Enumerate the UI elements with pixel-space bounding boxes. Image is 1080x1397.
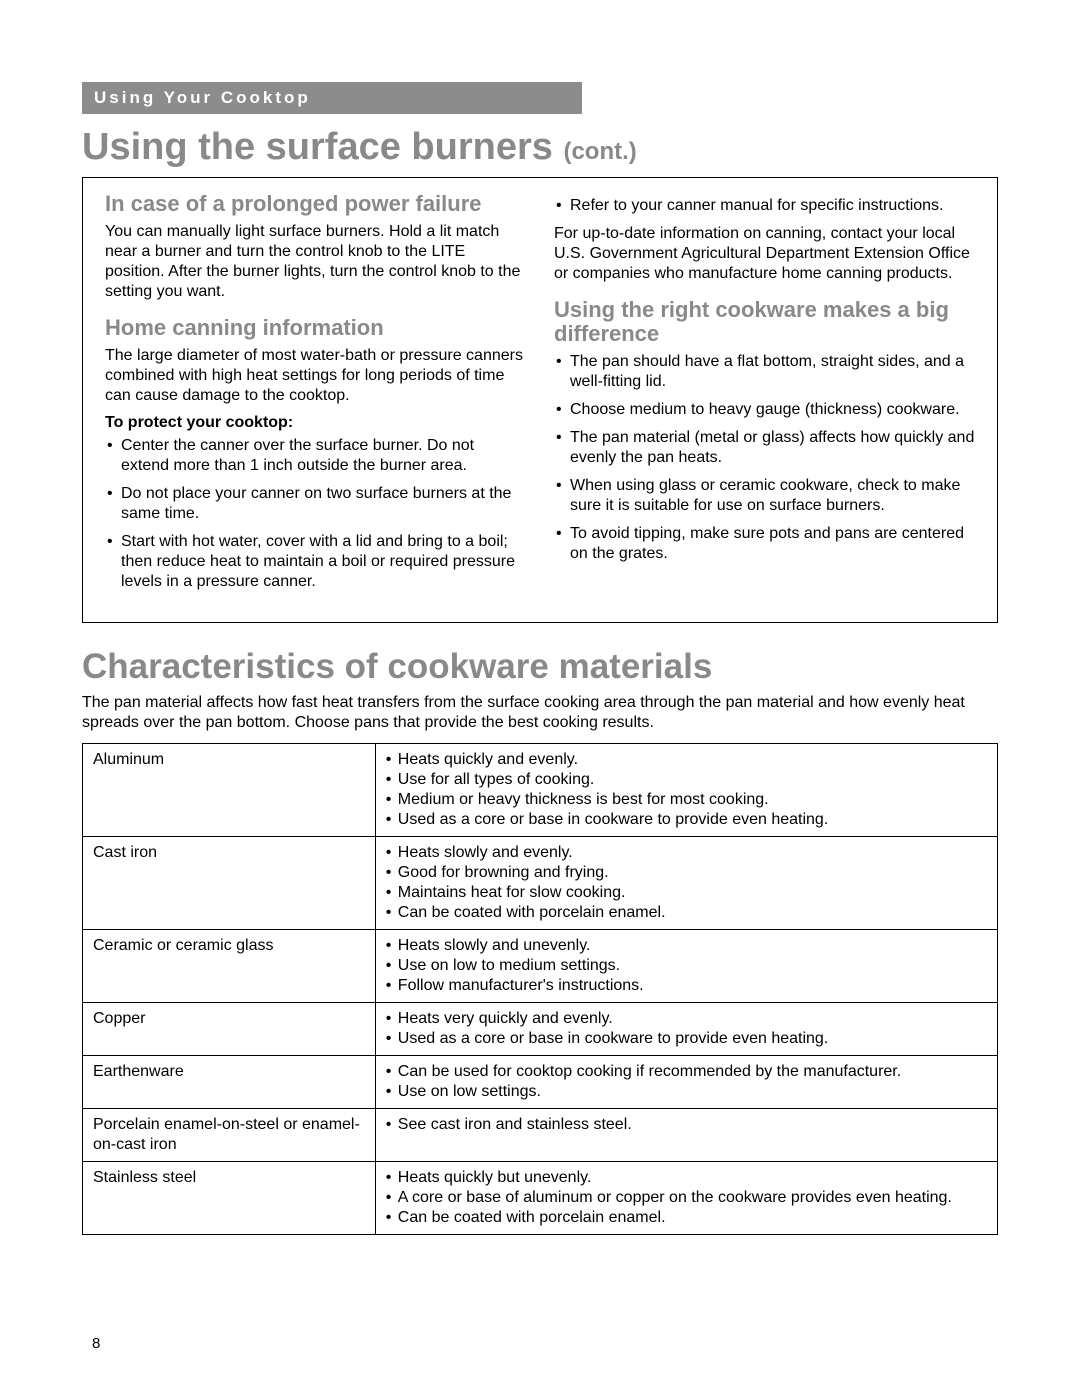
table-row: Cast ironHeats slowly and evenly.Good fo… <box>83 837 998 930</box>
left-column: In case of a prolonged power failure You… <box>105 192 526 600</box>
table-row: Stainless steelHeats quickly but unevenl… <box>83 1162 998 1235</box>
right-column: Refer to your canner manual for specific… <box>554 192 975 600</box>
material-name-cell: Porcelain enamel-on-steel or enamel-on-c… <box>83 1109 376 1162</box>
material-points-cell: Heats slowly and unevenly.Use on low to … <box>375 930 997 1003</box>
material-point: Medium or heavy thickness is best for mo… <box>386 790 987 810</box>
material-point: Use on low to medium settings. <box>386 956 987 976</box>
material-point: Use for all types of cooking. <box>386 770 987 790</box>
material-name-cell: Stainless steel <box>83 1162 376 1235</box>
cookware-item: The pan should have a flat bottom, strai… <box>554 352 975 392</box>
heading-power-failure: In case of a prolonged power failure <box>105 192 526 216</box>
material-point: A core or base of aluminum or copper on … <box>386 1188 987 1208</box>
para-power-failure: You can manually light surface burners. … <box>105 222 526 302</box>
protect-item: Center the canner over the surface burne… <box>105 436 526 476</box>
cookware-item: When using glass or ceramic cookware, ch… <box>554 476 975 516</box>
table-row: Earthenware Can be used for cooktop cooki… <box>83 1056 998 1109</box>
material-point: Used as a core or base in cookware to pr… <box>386 1029 987 1049</box>
para-contact: For up-to-date information on canning, c… <box>554 224 975 284</box>
material-point: Follow manufacturer's instructions. <box>386 976 987 996</box>
material-point: Heats very quickly and evenly. <box>386 1009 987 1029</box>
cookware-item: To avoid tipping, make sure pots and pan… <box>554 524 975 564</box>
protect-item: Do not place your canner on two surface … <box>105 484 526 524</box>
refer-item: Refer to your canner manual for specific… <box>554 196 975 216</box>
material-point: Maintains heat for slow cooking. <box>386 883 987 903</box>
material-name-cell: Cast iron <box>83 837 376 930</box>
material-point: Heats slowly and evenly. <box>386 843 987 863</box>
material-point: Can be coated with porcelain enamel. <box>386 1208 987 1228</box>
table-row: AluminumHeats quickly and evenly.Use for… <box>83 744 998 837</box>
cookware-item: Choose medium to heavy gauge (thickness)… <box>554 400 975 420</box>
heading-home-canning: Home canning information <box>105 316 526 340</box>
title-cont: (cont.) <box>563 138 636 165</box>
refer-list: Refer to your canner manual for specific… <box>554 196 975 216</box>
material-points-cell: Heats quickly but unevenly.A core or bas… <box>375 1162 997 1235</box>
material-point: See cast iron and stainless steel. <box>386 1115 987 1135</box>
protect-cooktop-label: To protect your cooktop: <box>105 414 526 432</box>
heading-right-cookware: Using the right cookware makes a big dif… <box>554 298 975 346</box>
section-header-bar: Using Your Cooktop <box>82 82 582 114</box>
material-name-cell: Aluminum <box>83 744 376 837</box>
title-text: Using the surface burners <box>82 126 553 168</box>
material-points-cell: Heats slowly and evenly.Good for brownin… <box>375 837 997 930</box>
material-points-cell: Heats very quickly and evenly.Used as a … <box>375 1003 997 1056</box>
material-points-cell: Can be used for cooktop cooking if recom… <box>375 1056 997 1109</box>
material-points-cell: See cast iron and stainless steel. <box>375 1109 997 1162</box>
page-title: Using the surface burners (cont.) <box>82 126 998 169</box>
page-number: 8 <box>92 1335 100 1352</box>
table-row: Ceramic or ceramic glassHeats slowly and… <box>83 930 998 1003</box>
materials-table: AluminumHeats quickly and evenly.Use for… <box>82 743 998 1235</box>
protect-list: Center the canner over the surface burne… <box>105 436 526 592</box>
material-point: Used as a core or base in cookware to pr… <box>386 810 987 830</box>
material-point: Heats quickly and evenly. <box>386 750 987 770</box>
para-home-canning: The large diameter of most water-bath or… <box>105 346 526 406</box>
material-name-cell: Copper <box>83 1003 376 1056</box>
heading-characteristics: Characteristics of cookware materials <box>82 647 998 687</box>
material-points-cell: Heats quickly and evenly.Use for all typ… <box>375 744 997 837</box>
cookware-list: The pan should have a flat bottom, strai… <box>554 352 975 564</box>
material-point: Good for browning and frying. <box>386 863 987 883</box>
table-row: Porcelain enamel-on-steel or enamel-on-c… <box>83 1109 998 1162</box>
material-point: Can be coated with porcelain enamel. <box>386 903 987 923</box>
para-characteristics-intro: The pan material affects how fast heat t… <box>82 693 998 733</box>
material-point: Use on low settings. <box>386 1082 987 1102</box>
content-box: In case of a prolonged power failure You… <box>82 177 998 623</box>
material-point: Heats slowly and unevenly. <box>386 936 987 956</box>
material-name-cell: Ceramic or ceramic glass <box>83 930 376 1003</box>
material-point: Heats quickly but unevenly. <box>386 1168 987 1188</box>
material-point: Can be used for cooktop cooking if recom… <box>386 1062 987 1082</box>
cookware-item: The pan material (metal or glass) affect… <box>554 428 975 468</box>
protect-item: Start with hot water, cover with a lid a… <box>105 532 526 592</box>
table-row: CopperHeats very quickly and evenly.Used… <box>83 1003 998 1056</box>
material-name-cell: Earthenware <box>83 1056 376 1109</box>
